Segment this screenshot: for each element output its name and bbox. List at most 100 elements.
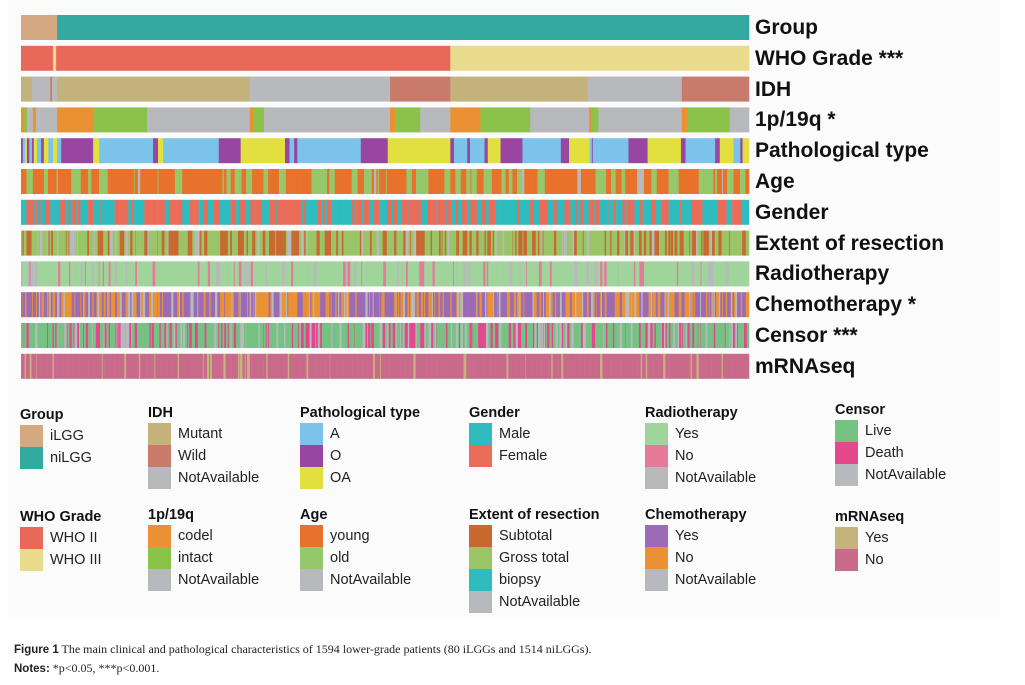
heatmap-cell-age	[444, 169, 451, 194]
heatmap-cell-p19q	[21, 107, 25, 133]
heatmap-cell-censor	[169, 323, 173, 348]
heatmap-cell-chemo	[483, 292, 485, 318]
heatmap-cell-chemo	[386, 292, 389, 318]
heatmap-cell-chemo	[392, 292, 395, 318]
heatmap-cell-radio	[163, 261, 168, 287]
heatmap-cell-gender	[467, 199, 471, 225]
heatmap-cell-mrna	[540, 353, 542, 379]
heatmap-cell-radio	[336, 261, 339, 287]
heatmap-cell-censor	[58, 323, 60, 348]
heatmap-cell-chemo	[76, 292, 78, 318]
heatmap-cell-censor	[24, 323, 26, 348]
heatmap-cell-censor	[117, 323, 120, 348]
heatmap-cell-censor	[415, 323, 417, 348]
heatmap-cell-mrna	[632, 353, 634, 379]
heatmap-cell-mrna	[303, 353, 305, 379]
heatmap-cell-chemo	[21, 292, 23, 318]
heatmap-cell-chemo	[664, 292, 666, 318]
heatmap-cell-radio	[364, 261, 368, 287]
heatmap-cell-age	[713, 169, 716, 194]
heatmap-cell-censor	[206, 323, 210, 348]
heatmap-cell-chemo	[644, 292, 647, 318]
heatmap-cell-mrna	[584, 353, 588, 379]
heatmap-cell-mrna	[607, 353, 611, 379]
heatmap-cell-chemo	[365, 292, 368, 318]
heatmap-cell-gender	[519, 199, 523, 225]
heatmap-cell-radio	[366, 261, 368, 287]
heatmap-cell-chemo	[742, 292, 745, 318]
heatmap-cell-chemo	[587, 292, 589, 318]
heatmap-cell-censor	[543, 323, 545, 348]
heatmap-cell-age	[246, 169, 253, 194]
heatmap-cell-censor	[71, 323, 74, 348]
heatmap-cell-path	[43, 138, 49, 164]
heatmap-cell-censor	[106, 323, 109, 348]
heatmap-cell-age	[435, 169, 441, 194]
heatmap-cell-resection	[740, 230, 743, 256]
heatmap-cell-censor	[638, 323, 642, 348]
heatmap-cell-mrna	[741, 353, 745, 379]
heatmap-cell-mrna	[627, 353, 630, 379]
heatmap-cell-mrna	[159, 353, 162, 379]
heatmap-cell-mrna	[706, 353, 708, 379]
heatmap-cell-mrna	[21, 353, 23, 379]
heatmap-cell-censor	[188, 323, 190, 348]
heatmap-cell-resection	[447, 230, 450, 256]
heatmap-cell-chemo	[669, 292, 672, 318]
heatmap-cell-censor	[425, 323, 428, 348]
heatmap-cell-gender	[418, 199, 420, 225]
heatmap-cell-mrna	[707, 353, 711, 379]
heatmap-cell-chemo	[192, 292, 194, 318]
heatmap-cell-resection	[144, 230, 146, 256]
heatmap-cell-chemo	[268, 292, 271, 318]
heatmap-cell-chemo	[425, 292, 428, 318]
heatmap-cell-censor	[350, 323, 353, 348]
heatmap-cell-resection	[192, 230, 195, 256]
heatmap-cell-censor	[624, 323, 626, 348]
heatmap-cell-mrna	[258, 353, 261, 379]
heatmap-cell-radio	[229, 261, 233, 287]
heatmap-cell-chemo	[299, 292, 302, 318]
heatmap-cell-resection	[135, 230, 136, 256]
legend-label: old	[330, 550, 350, 566]
heatmap-cell-gender	[162, 199, 166, 225]
heatmap-cell-mrna	[552, 353, 554, 379]
heatmap-cell-chemo	[445, 292, 447, 318]
heatmap-cell-chemo	[394, 292, 397, 318]
heatmap-cell-chemo	[379, 292, 382, 318]
heatmap-cell-path	[48, 138, 54, 164]
heatmap-cell-censor	[142, 323, 144, 348]
heatmap-cell-chemo	[413, 292, 416, 318]
heatmap-cell-mrna	[611, 353, 613, 379]
heatmap-cell-chemo	[229, 292, 232, 318]
heatmap-cell-mrna	[260, 353, 263, 379]
heatmap-cell-censor	[729, 323, 731, 348]
heatmap-cell-censor	[704, 323, 706, 348]
heatmap-cell-radio	[47, 261, 51, 287]
heatmap-cell-resection	[331, 230, 334, 256]
heatmap-cell-chemo	[449, 292, 451, 318]
heatmap-cell-gender	[261, 199, 268, 225]
heatmap-cell-chemo	[193, 292, 196, 318]
heatmap-cell-mrna	[295, 353, 298, 379]
heatmap-cell-resection	[522, 230, 523, 256]
heatmap-cell-censor	[89, 323, 93, 348]
heatmap-cell-chemo	[223, 292, 225, 318]
heatmap-cell-radio	[560, 261, 563, 287]
heatmap-cell-censor	[171, 323, 174, 348]
heatmap-cell-resection	[440, 230, 442, 256]
heatmap-cell-radio	[506, 261, 508, 287]
heatmap-cell-mrna	[182, 353, 185, 379]
heatmap-cell-radio	[404, 261, 407, 287]
row-label-p19q: 1p/19q *	[755, 108, 836, 132]
legend-item: niLGG	[20, 447, 92, 469]
heatmap-cell-chemo	[462, 292, 464, 318]
heatmap-cell-censor	[614, 323, 616, 348]
heatmap-cell-resection	[274, 230, 277, 256]
heatmap-cell-resection	[61, 230, 63, 256]
heatmap-cell-censor	[151, 323, 153, 348]
legend-item: Male	[469, 423, 547, 445]
heatmap-cell-mrna	[114, 353, 116, 379]
heatmap-cell-censor	[701, 323, 704, 348]
heatmap-cell-chemo	[460, 292, 463, 318]
